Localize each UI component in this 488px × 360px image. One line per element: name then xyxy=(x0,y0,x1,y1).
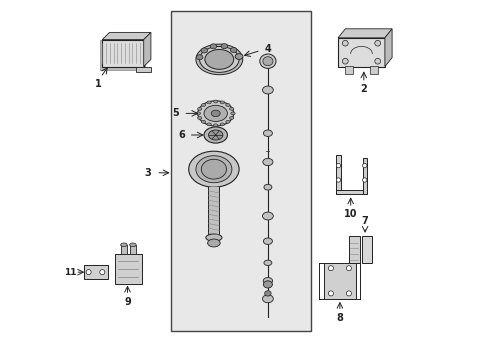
Ellipse shape xyxy=(264,184,271,190)
Circle shape xyxy=(374,58,380,64)
Bar xyxy=(323,263,355,299)
Bar xyxy=(337,38,384,67)
Polygon shape xyxy=(384,29,391,67)
Ellipse shape xyxy=(210,44,216,49)
Bar xyxy=(362,158,366,194)
Ellipse shape xyxy=(230,112,235,115)
Ellipse shape xyxy=(201,159,226,179)
Circle shape xyxy=(336,178,340,182)
Circle shape xyxy=(328,266,333,271)
Bar xyxy=(336,190,366,194)
Ellipse shape xyxy=(205,234,222,241)
Ellipse shape xyxy=(203,105,227,121)
Ellipse shape xyxy=(263,158,272,166)
Text: 4: 4 xyxy=(264,44,271,54)
Ellipse shape xyxy=(263,281,272,288)
Ellipse shape xyxy=(203,127,227,143)
Bar xyxy=(121,245,127,254)
Ellipse shape xyxy=(263,278,272,284)
Text: 7: 7 xyxy=(361,216,368,226)
Ellipse shape xyxy=(213,100,218,103)
Circle shape xyxy=(346,291,351,296)
Bar xyxy=(344,66,352,74)
Circle shape xyxy=(374,40,380,46)
Ellipse shape xyxy=(201,120,205,123)
Bar xyxy=(102,40,143,67)
Text: 3: 3 xyxy=(143,168,150,178)
Ellipse shape xyxy=(197,107,202,110)
Ellipse shape xyxy=(201,104,205,107)
Circle shape xyxy=(362,178,366,182)
Ellipse shape xyxy=(263,130,272,136)
Ellipse shape xyxy=(264,260,271,266)
Text: 9: 9 xyxy=(124,297,131,307)
Ellipse shape xyxy=(211,110,220,117)
Ellipse shape xyxy=(129,243,136,247)
Ellipse shape xyxy=(264,291,270,296)
FancyBboxPatch shape xyxy=(101,40,145,70)
Circle shape xyxy=(100,270,104,275)
Bar xyxy=(361,236,371,263)
Bar xyxy=(348,236,359,263)
Ellipse shape xyxy=(121,243,127,247)
Ellipse shape xyxy=(196,112,200,115)
Bar xyxy=(136,67,151,72)
Ellipse shape xyxy=(229,117,233,120)
Bar xyxy=(170,11,310,331)
Ellipse shape xyxy=(201,48,207,53)
Ellipse shape xyxy=(263,238,272,244)
Text: 5: 5 xyxy=(172,108,179,118)
Polygon shape xyxy=(337,29,391,38)
Ellipse shape xyxy=(225,120,230,123)
Polygon shape xyxy=(143,32,151,67)
Ellipse shape xyxy=(204,50,233,69)
Ellipse shape xyxy=(235,54,243,59)
Ellipse shape xyxy=(225,104,230,107)
Circle shape xyxy=(346,266,351,271)
Ellipse shape xyxy=(263,57,272,66)
Circle shape xyxy=(328,291,333,296)
Ellipse shape xyxy=(229,107,233,110)
Ellipse shape xyxy=(262,295,273,303)
Ellipse shape xyxy=(220,123,224,126)
Ellipse shape xyxy=(196,44,242,75)
Circle shape xyxy=(342,40,347,46)
Ellipse shape xyxy=(199,46,239,72)
Polygon shape xyxy=(102,32,151,40)
Bar xyxy=(115,254,142,284)
Circle shape xyxy=(336,163,340,168)
Ellipse shape xyxy=(197,117,202,120)
Ellipse shape xyxy=(221,44,227,49)
Ellipse shape xyxy=(235,54,242,59)
Ellipse shape xyxy=(206,101,211,104)
Text: 6: 6 xyxy=(178,130,184,140)
Text: 11: 11 xyxy=(63,268,76,276)
Ellipse shape xyxy=(208,130,223,140)
Ellipse shape xyxy=(188,151,239,187)
Text: 10: 10 xyxy=(343,209,357,219)
Bar xyxy=(84,265,107,279)
Ellipse shape xyxy=(196,55,203,60)
Ellipse shape xyxy=(197,101,233,126)
Bar xyxy=(336,155,340,194)
Ellipse shape xyxy=(196,156,231,183)
Text: 8: 8 xyxy=(336,312,343,323)
Bar xyxy=(369,66,378,74)
Circle shape xyxy=(342,58,347,64)
Ellipse shape xyxy=(207,239,220,247)
Ellipse shape xyxy=(230,48,237,53)
Ellipse shape xyxy=(213,124,218,127)
Text: 1: 1 xyxy=(95,79,102,89)
Ellipse shape xyxy=(262,212,273,220)
Ellipse shape xyxy=(206,123,211,126)
Bar xyxy=(129,245,136,254)
Text: 2: 2 xyxy=(360,84,366,94)
Ellipse shape xyxy=(262,86,273,94)
Ellipse shape xyxy=(259,54,275,68)
Circle shape xyxy=(362,163,366,168)
Circle shape xyxy=(86,270,91,275)
Ellipse shape xyxy=(220,101,224,104)
